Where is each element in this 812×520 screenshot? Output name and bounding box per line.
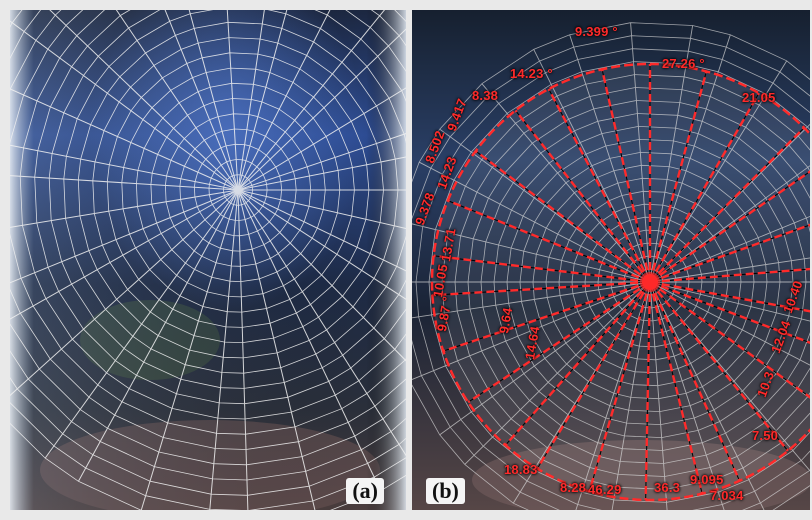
angle-label: 7.50 — [752, 428, 779, 443]
panel-b-label: (b) — [426, 478, 465, 504]
angle-label: 18.83 — [504, 462, 538, 477]
angle-label: 8.28 — [560, 480, 587, 495]
angle-label: 8.38 — [472, 88, 499, 103]
angle-label: 27.26 ° — [662, 56, 705, 71]
angle-label: 46.29 — [588, 482, 622, 497]
annotated-web-image — [412, 10, 810, 510]
panel-a-photo: (a) — [10, 10, 406, 510]
panel-a-label: (a) — [346, 478, 384, 504]
angle-label: 14.23 ° — [510, 66, 553, 81]
angle-label: 9.095 — [690, 472, 724, 487]
angle-label: 9.399 ° — [575, 24, 618, 39]
angle-label: 7.034 — [710, 488, 744, 503]
panel-b-annotated: 9.399 ° 27.26 ° 21.05 14.23 ° 8.38 9.417 8.502… — [412, 10, 810, 510]
spider-web-photo — [10, 10, 406, 510]
angle-label: 36.3 — [654, 480, 681, 495]
angle-label: 21.05 — [742, 90, 776, 105]
